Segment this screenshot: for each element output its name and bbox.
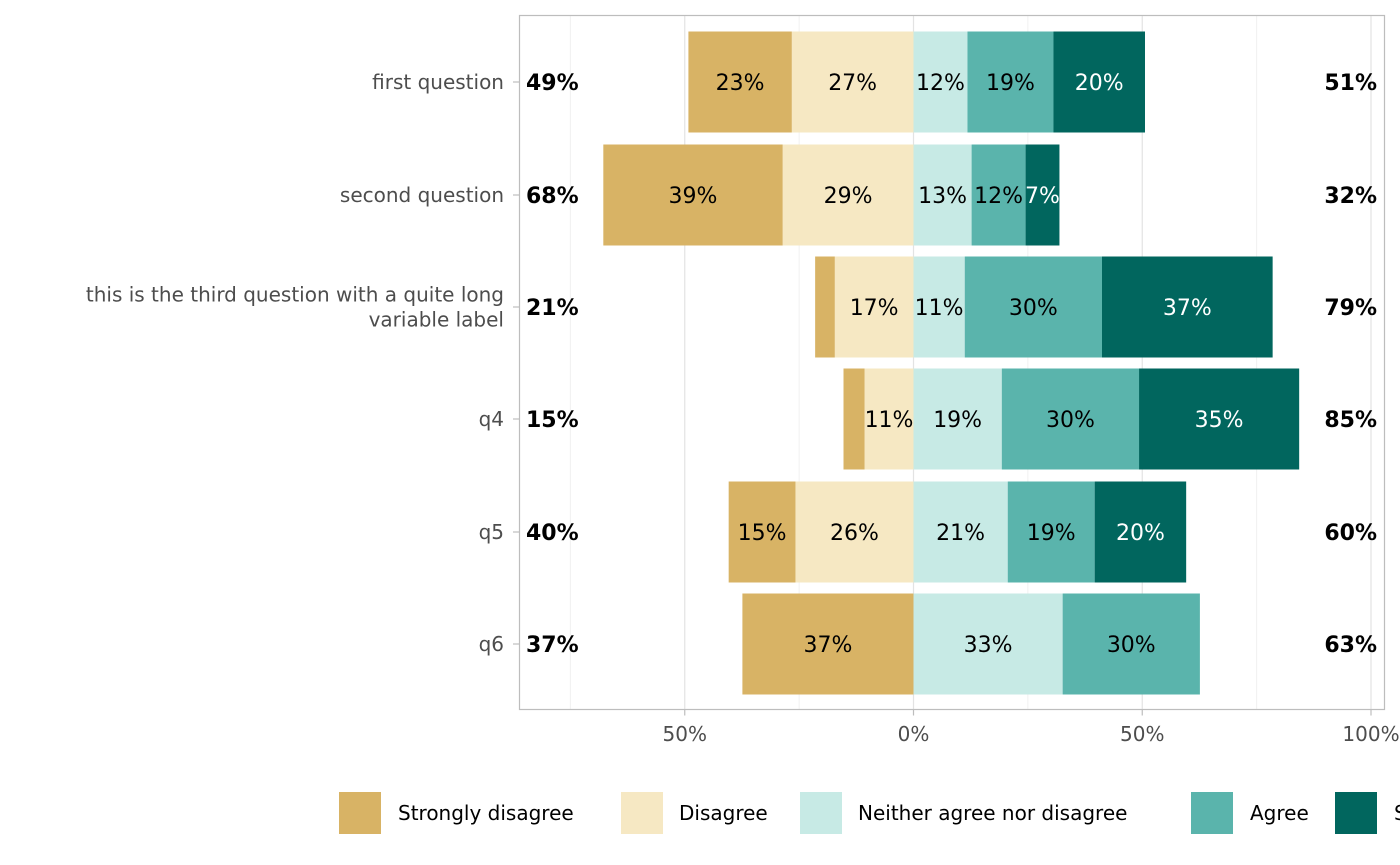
segment-label: 12% [916, 71, 965, 96]
segment-label: 19% [986, 71, 1035, 96]
bar-segment-agree [1001, 368, 1140, 470]
right-total-label: 85% [1324, 408, 1377, 433]
segment-label: 19% [1027, 521, 1076, 546]
right-total-label: 63% [1324, 633, 1377, 658]
y-axis-label: variable label [369, 308, 504, 332]
bar-segment-disagree [791, 31, 914, 133]
right-total-label: 32% [1324, 184, 1377, 209]
segment-label: 37% [803, 633, 852, 658]
x-axis: 50% 0% 50% 100% [663, 709, 1400, 746]
left-total-label: 37% [526, 633, 579, 658]
segment-label: 29% [824, 184, 873, 209]
x-tick-label: 50% [663, 722, 707, 746]
legend-label: Disagree [679, 801, 768, 825]
bar-segment-disagree [864, 368, 914, 470]
segment-label: 30% [1107, 633, 1156, 658]
bar-segment-neither-agree-nor-disagree [913, 481, 1008, 583]
segment-label: 30% [1009, 296, 1058, 321]
bar-segment-disagree [795, 481, 914, 583]
bar-segment-agree [1062, 593, 1200, 695]
bar-segment-strongly-disagree [688, 31, 792, 133]
segment-label: 35% [1195, 408, 1244, 433]
segment-label: 12% [974, 184, 1023, 209]
legend-key-neither-agree-nor-disagree [800, 792, 842, 834]
right-total-label: 79% [1324, 296, 1377, 321]
bar-segment-agree [971, 144, 1026, 246]
y-axis-label: q6 [479, 632, 504, 656]
bar-segment-neither-agree-nor-disagree [913, 368, 1002, 470]
left-total-label: 49% [526, 71, 579, 96]
segment-labels: 27%23% 12% 19% 20%29%39% 13% 12% 7%17% 11% 30% 37… [669, 71, 1244, 658]
segment-label: 39% [669, 184, 718, 209]
segment-label: 11% [865, 408, 914, 433]
y-axis-label: first question [372, 70, 504, 94]
legend-key-agree [1191, 792, 1233, 834]
bar-segment-neither-agree-nor-disagree [913, 256, 965, 358]
panel-border [518, 14, 1386, 711]
left-total-label: 40% [526, 521, 579, 546]
left-total-label: 15% [526, 408, 579, 433]
segment-label: 27% [828, 71, 877, 96]
bars [603, 31, 1300, 695]
legend-label: Neither agree nor disagree [858, 801, 1127, 825]
segment-label: 7% [1025, 184, 1060, 209]
bar-segment-strongly-agree [1025, 144, 1060, 246]
segment-label: 37% [1163, 296, 1212, 321]
bar-segment-neither-agree-nor-disagree [913, 144, 972, 246]
bar-segment-strongly-agree [1101, 256, 1273, 358]
y-axis-label: this is the third question with a quite … [86, 283, 504, 307]
y-axis: first question second question this is the… [86, 70, 520, 656]
bar-segment-strongly-disagree [815, 256, 835, 358]
segment-label: 30% [1046, 408, 1095, 433]
segment-label: 20% [1116, 521, 1165, 546]
bar-segment-strongly-disagree [603, 144, 783, 246]
bar-segment-strongly-disagree [843, 368, 865, 470]
x-tick-label: 50% [1120, 722, 1164, 746]
y-axis-label: q5 [479, 520, 504, 544]
bar-segment-strongly-agree [1139, 368, 1300, 470]
right-total-label: 60% [1324, 521, 1377, 546]
segment-label: 21% [936, 521, 985, 546]
bar-segment-strongly-agree [1053, 31, 1145, 133]
segment-label: 19% [933, 408, 982, 433]
bar-segment-disagree [782, 144, 914, 246]
segment-label: 13% [918, 184, 967, 209]
totals: 49% 68% 21% 15% 40% 37% 51% 32% 79% 85% 60% 63% [526, 71, 1377, 658]
y-axis-label: second question [340, 183, 504, 207]
segment-label: 26% [830, 521, 879, 546]
bar-segment-disagree [834, 256, 914, 358]
segment-label: 23% [716, 71, 765, 96]
legend-label: Strongly disagree [398, 801, 574, 825]
legend-label: S [1394, 801, 1400, 825]
legend-key-strongly-agree [1335, 792, 1377, 834]
bar-segment-neither-agree-nor-disagree [913, 593, 1063, 695]
bar-segment-neither-agree-nor-disagree [913, 31, 968, 133]
bar-segment-agree [1007, 481, 1095, 583]
segment-label: 15% [738, 521, 787, 546]
segment-label: 20% [1075, 71, 1124, 96]
bar-segment-strongly-disagree [728, 481, 796, 583]
segment-label: 17% [850, 296, 899, 321]
bar-segment-strongly-agree [1094, 481, 1187, 583]
legend-key-strongly-disagree [339, 792, 381, 834]
right-total-label: 51% [1324, 71, 1377, 96]
bar-segment-strongly-disagree [742, 593, 914, 695]
left-total-label: 68% [526, 184, 579, 209]
segment-label: 11% [915, 296, 964, 321]
y-axis-label: q4 [479, 407, 504, 431]
x-tick-label: 0% [898, 722, 930, 746]
left-total-label: 21% [526, 296, 579, 321]
bar-segment-agree [964, 256, 1102, 358]
legend: Strongly disagree Disagree Neither agree n… [339, 792, 1400, 834]
legend-label: Agree [1250, 801, 1309, 825]
segment-label: 33% [964, 633, 1013, 658]
legend-key-disagree [621, 792, 663, 834]
bar-segment-agree [967, 31, 1054, 133]
x-tick-label: 100% [1342, 722, 1399, 746]
